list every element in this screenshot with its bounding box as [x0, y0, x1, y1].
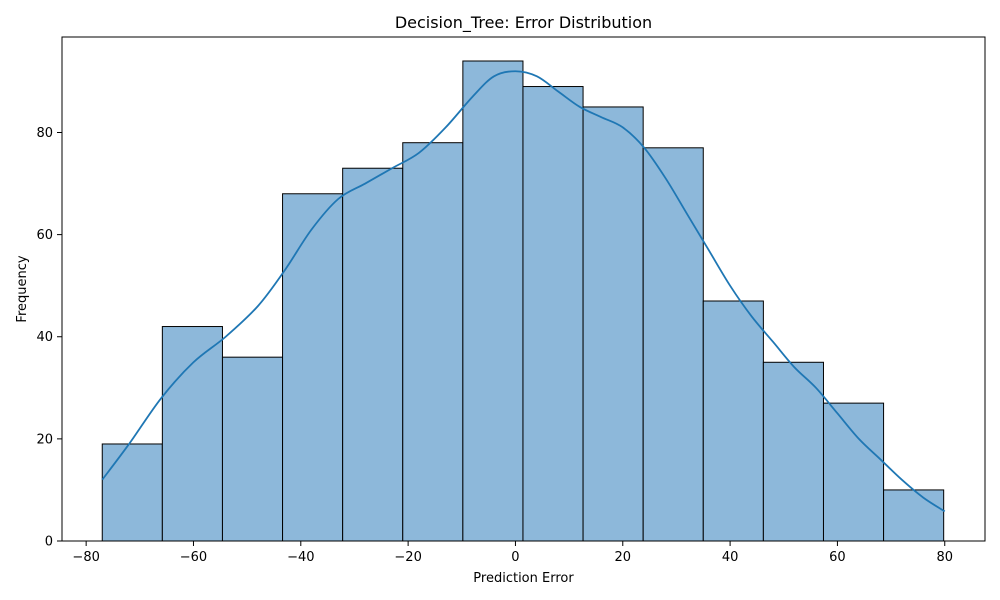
y-tick-label: 40	[36, 330, 53, 345]
histogram-bar	[101, 443, 163, 542]
histogram-bar	[342, 167, 404, 542]
x-tick-label: −20	[394, 550, 421, 565]
y-tick-label: 0	[45, 535, 53, 550]
x-tick-label: −40	[287, 550, 314, 565]
plot-frame	[61, 36, 986, 542]
y-tick-label: 20	[36, 432, 53, 447]
histogram-bar	[282, 193, 344, 542]
x-tick-label: 80	[936, 550, 953, 565]
x-axis-label: Prediction Error	[473, 571, 574, 586]
kde-line	[101, 70, 946, 513]
histogram-bar	[402, 142, 464, 542]
x-axis-ticks: −80 −60 −40 −20 0 20 40 60 80	[72, 541, 953, 565]
chart-title: Decision_Tree: Error Distribution	[395, 13, 652, 33]
histogram-bar	[642, 147, 704, 542]
histogram-bar	[702, 300, 764, 542]
y-axis-ticks: 0 20 40 60 80	[36, 126, 62, 550]
y-tick-label: 80	[36, 126, 53, 141]
bars-group	[101, 60, 945, 542]
histogram-bar	[822, 402, 885, 542]
histogram-bar	[462, 60, 524, 542]
x-tick-label: 20	[615, 550, 632, 565]
x-tick-label: 40	[722, 550, 739, 565]
histogram-bar	[522, 86, 584, 542]
histogram-bar	[221, 356, 284, 542]
y-axis-label: Frequency	[15, 255, 30, 322]
histogram-bar	[762, 361, 824, 542]
x-tick-label: −80	[72, 550, 99, 565]
x-tick-label: 0	[511, 550, 519, 565]
histogram-bar	[883, 489, 945, 542]
x-tick-label: 60	[829, 550, 846, 565]
histogram-bar	[582, 106, 644, 542]
y-tick-label: 60	[36, 228, 53, 243]
histogram-bar	[161, 326, 223, 542]
x-tick-label: −60	[180, 550, 207, 565]
